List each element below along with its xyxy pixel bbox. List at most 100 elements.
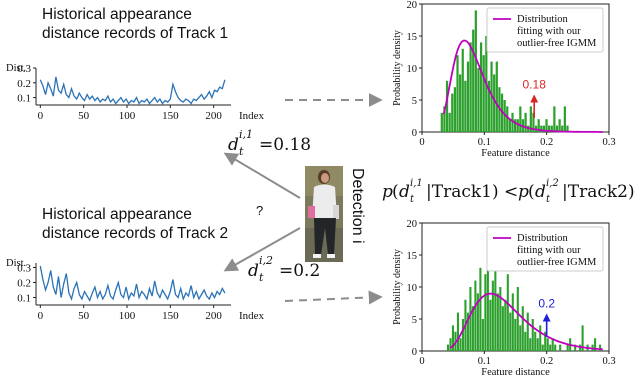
- svg-text:p: p: [518, 182, 529, 202]
- histogram-bar: [479, 42, 483, 132]
- histogram-bar: [449, 338, 452, 351]
- y-axis-label: Dist.: [6, 258, 26, 269]
- histogram-bar: [566, 125, 569, 132]
- histogram-bar: [474, 280, 477, 351]
- svg-text:(: (: [392, 182, 399, 202]
- histogram-bar: [496, 293, 499, 351]
- track2-title-line1: Historical appearance: [42, 206, 192, 223]
- histogram-bar: [516, 119, 519, 132]
- histogram-bar: [599, 344, 602, 351]
- histogram-bar: [521, 306, 524, 351]
- arrow-to-track1: [223, 152, 301, 199]
- svg-text:t: t: [259, 271, 264, 284]
- histogram-bar: [545, 119, 548, 132]
- histogram-bar: [474, 10, 477, 132]
- histogram-bar: [555, 125, 559, 132]
- x-tick-label: 0: [419, 356, 424, 367]
- histogram-bar: [551, 338, 554, 351]
- x-tick-label: 0.3: [602, 137, 615, 148]
- x-tick-label: 200: [205, 110, 222, 122]
- svg-text:|Track2): |Track2): [562, 182, 635, 202]
- x-tick-label: 0.2: [540, 356, 553, 367]
- histogram-bar: [541, 344, 544, 351]
- y-axis-label: Probability density: [392, 30, 403, 106]
- histogram-bar: [477, 68, 480, 132]
- histogram-bar: [511, 293, 514, 351]
- track2-dashed-arrow: [284, 290, 383, 305]
- svg-text:(: (: [528, 182, 535, 202]
- x-tick-label: 0.2: [540, 137, 553, 148]
- x-tick-label: 0.1: [478, 356, 491, 367]
- question-mark: ?: [256, 203, 263, 218]
- legend-text: outlier-free IGMM: [517, 38, 597, 49]
- histogram-bar: [532, 112, 535, 132]
- svg-text:i,1: i,1: [239, 128, 253, 141]
- histogram-bar: [499, 287, 502, 351]
- y-axis-label: Probability density: [392, 249, 403, 325]
- legend-box: [486, 226, 604, 272]
- y-tick-label: 0: [412, 128, 417, 139]
- histogram-bar: [469, 287, 472, 351]
- x-tick-label: 0.3: [602, 356, 615, 367]
- histogram-bar: [553, 106, 556, 132]
- svg-text:i,2: i,2: [259, 254, 273, 267]
- y-axis-label: Dist.: [6, 63, 26, 74]
- y-tick-label: 10: [407, 283, 418, 294]
- histogram-bar: [539, 325, 542, 351]
- track1-title-line2: distance records of Track 1: [42, 25, 229, 42]
- histogram-bar: [581, 325, 584, 351]
- histogram-bar: [511, 112, 514, 132]
- histogram-bar: [516, 287, 519, 351]
- legend-text: outlier-free IGMM: [517, 257, 597, 268]
- track1-title-line1: Historical appearance: [42, 6, 192, 23]
- distance-label-track2: d i,2 t =0.2: [248, 254, 320, 284]
- histogram-bar: [524, 331, 527, 351]
- histogram-bar: [446, 344, 450, 351]
- histogram-bar: [501, 306, 504, 351]
- x-tick-label: 100: [119, 310, 136, 322]
- histogram-bar: [440, 112, 443, 132]
- legend-text: Distribution: [517, 233, 569, 244]
- histogram-bar: [448, 112, 451, 132]
- x-axis-label: Feature distance: [481, 367, 550, 378]
- arrow-to-track2: [223, 227, 301, 272]
- histogram-bar: [540, 125, 543, 132]
- x-tick-label: 0: [38, 110, 44, 122]
- histogram-bar: [537, 119, 540, 132]
- histogram-bar: [493, 74, 496, 132]
- x-tick-label: 0: [419, 137, 424, 148]
- histogram-bar: [469, 42, 472, 132]
- histogram-bar: [482, 55, 485, 133]
- y-tick-label: 20: [407, 219, 418, 230]
- histogram-bar: [509, 312, 512, 351]
- histogram-bar: [529, 106, 532, 132]
- histogram-bar: [481, 319, 484, 351]
- histogram-bar: [549, 344, 552, 351]
- legend-text: fitting with our: [517, 245, 581, 256]
- histogram-bar: [550, 125, 553, 132]
- probability-inequality: p ( d i,1 t |Track1) < p ( d i,2 t |Trac…: [382, 178, 635, 205]
- y-tick-label: 0.2: [17, 278, 31, 290]
- track2-histogram: 0 0.1 0.2 0.3 0 5 10 15 20 Feature distance Probab…: [392, 219, 616, 378]
- histogram-bar: [559, 344, 562, 351]
- histogram-bar: [508, 119, 511, 132]
- svg-text:d: d: [228, 135, 239, 155]
- svg-text:i,1: i,1: [410, 178, 423, 189]
- y-tick-label: 0.2: [17, 78, 31, 90]
- track2-title-line2: distance records of Track 2: [42, 225, 229, 242]
- histogram-bar: [443, 106, 446, 132]
- histogram-bar: [574, 344, 577, 351]
- histogram-bar: [476, 293, 479, 351]
- x-tick-label: 100: [119, 110, 136, 122]
- fitted-curve: [449, 292, 603, 351]
- histogram-bar: [464, 80, 467, 132]
- histogram-bar: [514, 319, 517, 351]
- histogram-bar: [456, 55, 459, 133]
- y-tick-label: 0.1: [17, 93, 31, 105]
- histogram-bar: [546, 338, 549, 351]
- histogram-bar: [563, 106, 566, 132]
- histogram-bar: [519, 325, 522, 351]
- svg-text:p: p: [382, 182, 393, 202]
- svg-text:t: t: [546, 194, 551, 205]
